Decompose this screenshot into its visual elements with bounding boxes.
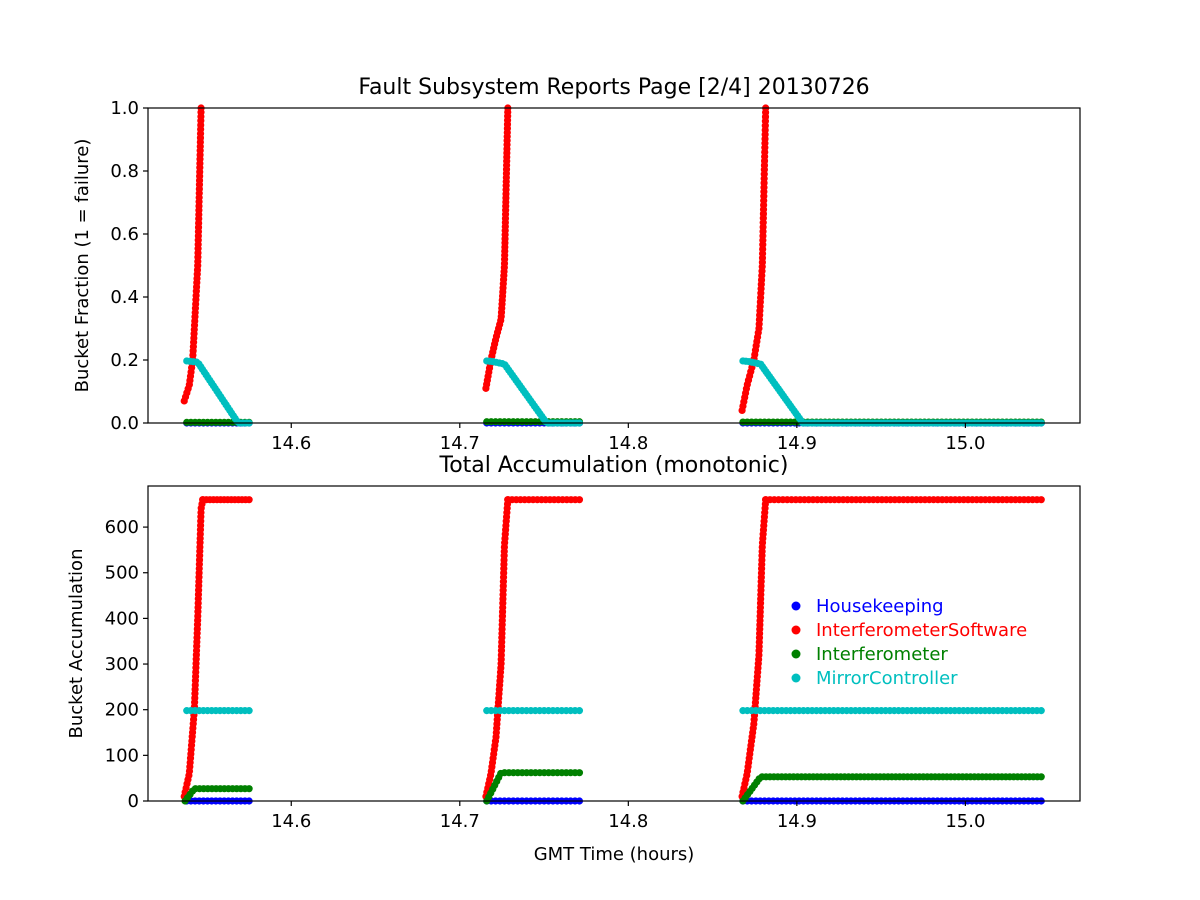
top-panel-y-axis-label: Bucket Fraction (1 = failure) xyxy=(72,139,93,393)
top-panel-yticks: 0.0 0.2 0.4 0.6 0.8 1.0 xyxy=(110,98,148,434)
series-interferometer-software xyxy=(180,104,770,414)
bottom-panel: 14.6 14.7 14.8 14.9 15.0 0 100 200 300 400 500 600… xyxy=(66,453,1081,865)
legend: Housekeeping InterferometerSoftware Inte… xyxy=(791,596,1027,689)
bottom-panel-xtick-label: 14.6 xyxy=(271,811,311,832)
point-interferometer xyxy=(575,769,584,777)
bottom-panel-series xyxy=(180,496,1045,805)
top-panel-ytick-label: 0.0 xyxy=(110,413,139,434)
point-mirror-controller xyxy=(245,707,253,715)
top-panel-xtick-label: 14.8 xyxy=(608,433,648,454)
point-interferometer-software xyxy=(245,496,253,504)
point-interferometer xyxy=(245,785,253,793)
bottom-panel-ytick-label: 300 xyxy=(105,654,139,675)
bottom-panel-title: Total Accumulation (monotonic) xyxy=(439,453,789,478)
legend-label-mirror-controller: MirrorController xyxy=(816,668,958,689)
point-mirror-controller xyxy=(575,707,584,715)
series-mirror-controller xyxy=(183,707,1045,715)
top-panel-frame xyxy=(147,107,1081,424)
top-panel-ytick-label: 0.8 xyxy=(110,161,139,182)
bottom-panel-xtick-label: 15.0 xyxy=(945,811,985,832)
series-interferometer xyxy=(181,769,1045,805)
bottom-panel-xtick-label: 14.9 xyxy=(777,811,817,832)
legend-marker-mirror-controller xyxy=(791,673,801,683)
bottom-panel-frame xyxy=(147,485,1081,802)
point-interferometer xyxy=(1037,773,1045,781)
point-mirror-controller xyxy=(1037,707,1045,715)
legend-marker-interferometer xyxy=(791,649,801,659)
bottom-panel-ytick-label: 400 xyxy=(105,608,139,629)
point-interferometer-software xyxy=(575,496,584,504)
bottom-panel-ytick-label: 0 xyxy=(128,791,139,812)
legend-label-interferometer: Interferometer xyxy=(816,644,948,665)
top-panel-xticks: 14.6 14.7 14.8 14.9 15.0 xyxy=(271,423,985,454)
top-panel-ytick-label: 0.4 xyxy=(110,287,139,308)
top-panel-title: Fault Subsystem Reports Page [2/4] 20130… xyxy=(358,75,869,100)
top-panel-xtick-label: 14.7 xyxy=(440,433,480,454)
bottom-panel-yticks: 0 100 200 300 400 500 600 xyxy=(105,517,148,812)
bottom-panel-ytick-label: 600 xyxy=(105,517,139,538)
legend-label-interferometer-software: InterferometerSoftware xyxy=(816,620,1027,641)
bottom-panel-xticks: 14.6 14.7 14.8 14.9 15.0 xyxy=(271,801,985,832)
legend-marker-housekeeping xyxy=(791,601,801,611)
point-interferometer-software xyxy=(1037,496,1045,504)
top-panel-ytick-label: 1.0 xyxy=(110,98,139,119)
bottom-panel-xtick-label: 14.8 xyxy=(608,811,648,832)
bottom-panel-xtick-label: 14.7 xyxy=(440,811,480,832)
bottom-panel-ytick-label: 200 xyxy=(105,700,139,721)
bottom-panel-ytick-label: 500 xyxy=(105,563,139,584)
top-panel: 14.6 14.7 14.8 14.9 15.0 0.00.20.40.60.81.0 … xyxy=(72,75,1081,454)
bottom-panel-x-axis-label: GMT Time (hours) xyxy=(534,844,695,865)
top-panel-xtick-label: 14.6 xyxy=(271,433,311,454)
top-panel-ytick-label: 0.6 xyxy=(110,224,139,245)
top-panel-xtick-label: 14.9 xyxy=(777,433,817,454)
top-panel-xtick-label: 15.0 xyxy=(945,433,985,454)
bottom-panel-y-axis-label: Bucket Accumulation xyxy=(66,549,87,739)
top-panel-ytick-label: 0.2 xyxy=(110,350,139,371)
legend-label-housekeeping: Housekeeping xyxy=(816,596,944,617)
bottom-panel-ytick-label: 100 xyxy=(105,745,139,766)
legend-marker-interferometer-software xyxy=(791,625,801,635)
